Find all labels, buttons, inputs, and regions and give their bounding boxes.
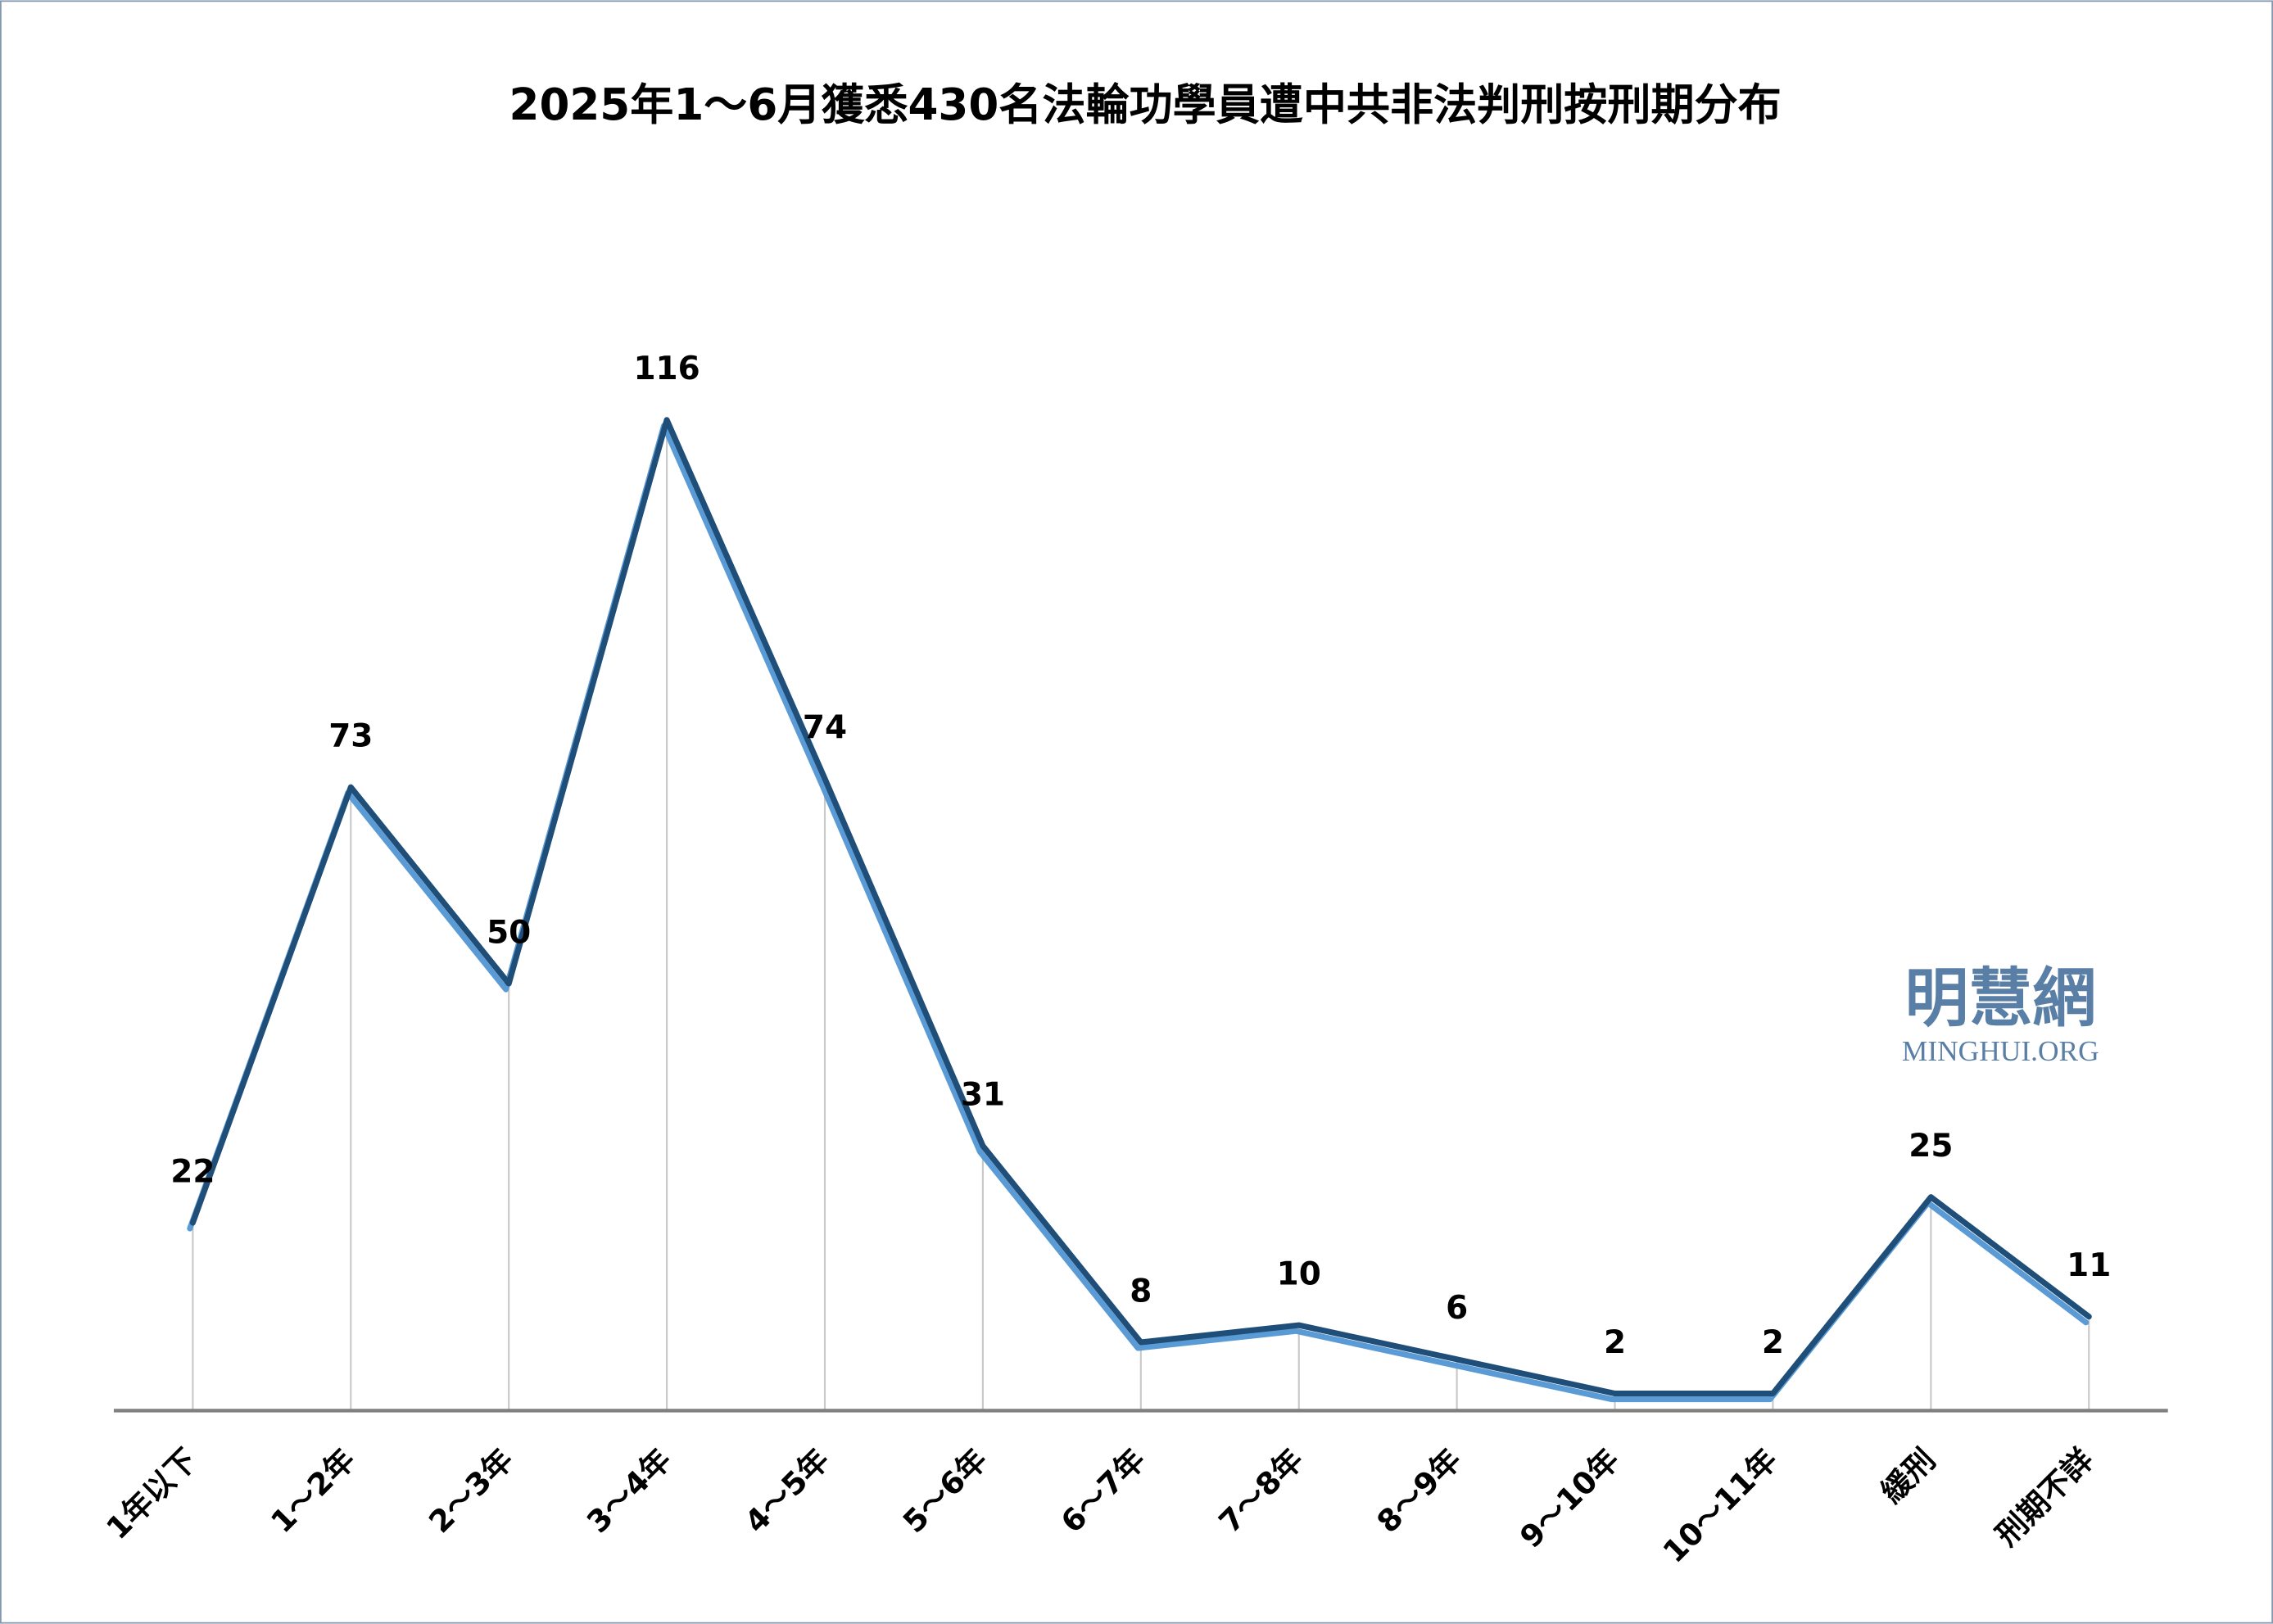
watermark-subtitle: MINGHUI.ORG <box>1902 1034 2099 1067</box>
data-label: 11 <box>2067 1247 2111 1284</box>
data-label: 73 <box>328 717 373 754</box>
watermark-title: 明慧網 <box>1904 961 2096 1036</box>
data-label: 2 <box>1604 1324 1626 1361</box>
chart-title: 2025年1～6月獲悉430名法輪功學員遭中共非法判刑按刑期分布 <box>509 79 1782 130</box>
data-label: 6 <box>1446 1290 1468 1327</box>
data-label: 22 <box>170 1153 215 1190</box>
data-label: 74 <box>803 709 847 746</box>
data-label: 50 <box>487 914 531 951</box>
data-label: 25 <box>1909 1128 1953 1165</box>
data-label: 2 <box>1762 1324 1784 1361</box>
data-label: 31 <box>961 1076 1005 1113</box>
data-label: 116 <box>633 351 700 387</box>
data-label: 8 <box>1130 1273 1152 1310</box>
data-label: 10 <box>1277 1255 1321 1292</box>
line <box>189 417 2092 1397</box>
line-shadow <box>187 423 2090 1403</box>
